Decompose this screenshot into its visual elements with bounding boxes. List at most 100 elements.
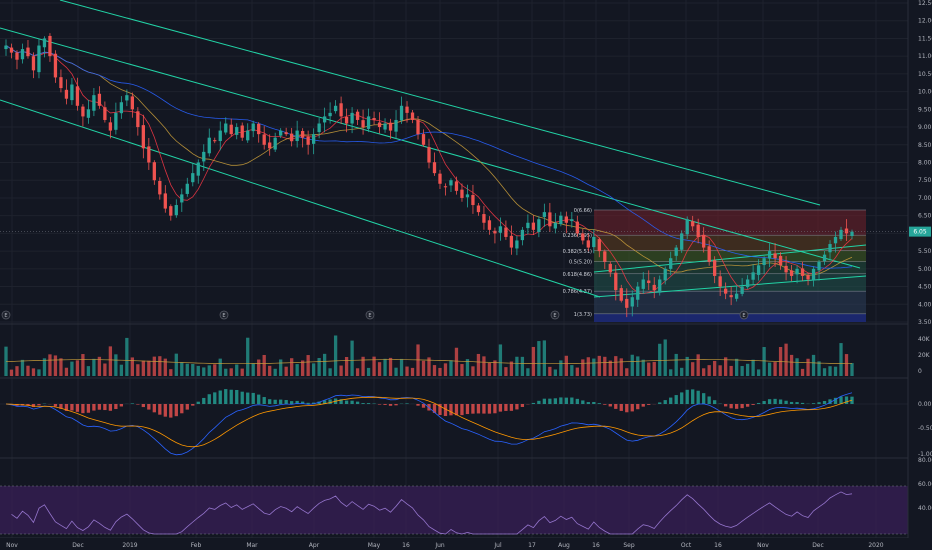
- macd-histogram-bar: [713, 400, 717, 404]
- macd-histogram-bar: [262, 397, 266, 404]
- macd-histogram-bar: [86, 404, 91, 413]
- volume-bar: [625, 368, 629, 376]
- volume-bar: [734, 358, 739, 376]
- candle-body: [636, 286, 640, 300]
- fib-zone: [594, 273, 866, 292]
- candle-body: [784, 265, 788, 273]
- macd-histogram-bar: [762, 401, 766, 404]
- candle-body: [460, 189, 464, 198]
- macd-axis: 0.00 -0.50 -1.00: [918, 401, 932, 458]
- volume-bar: [322, 353, 327, 376]
- macd-histogram-bar: [756, 402, 761, 404]
- macd-line: [5, 392, 853, 456]
- time-tick-label: Mar: [246, 542, 258, 549]
- candle-body: [756, 265, 761, 275]
- macd-histogram-bar: [185, 404, 189, 410]
- candle-body: [707, 246, 711, 262]
- price-tick-label: 3.50: [918, 319, 932, 326]
- macd-histogram-bar: [817, 402, 821, 404]
- macd-histogram-bar: [405, 403, 409, 404]
- macd-histogram-bar: [702, 393, 706, 404]
- volume-bar: [548, 366, 552, 376]
- candle-body: [564, 216, 568, 223]
- volume-tick-label: 20K: [918, 352, 931, 359]
- candle-body: [537, 219, 541, 233]
- candle-body: [262, 134, 266, 145]
- macd-histogram-bar: [542, 398, 547, 404]
- candle-body: [806, 275, 810, 280]
- time-tick-label: 2020: [868, 542, 883, 549]
- time-axis[interactable]: Nov Dec 2019 Feb Mar Apr May 16 Jun Jul 17 Aug 16 Sep…: [0, 538, 932, 550]
- candle-body: [295, 130, 299, 142]
- volume-bar: [597, 355, 601, 376]
- candle-body: [724, 288, 728, 294]
- candle-body: [493, 230, 497, 234]
- macd-histogram-bar: [213, 392, 217, 404]
- macd-histogram-bar: [586, 402, 590, 404]
- candle-body: [844, 228, 849, 234]
- volume-bar: [515, 356, 519, 376]
- candle-body: [273, 137, 277, 150]
- volume-bar: [663, 339, 667, 376]
- macd-histogram-bar: [322, 400, 327, 404]
- macd-histogram-bar: [432, 404, 437, 413]
- candle-body: [575, 221, 579, 234]
- macd-histogram-bar: [328, 399, 332, 404]
- candle-body: [597, 239, 601, 252]
- rsi-tick-label: 80.00: [918, 457, 932, 464]
- volume-bar: [630, 354, 634, 376]
- macd-histogram-bar: [564, 397, 568, 404]
- candle-body: [290, 133, 294, 142]
- candle-body: [147, 146, 151, 163]
- volume-bar: [493, 360, 497, 376]
- macd-histogram-bar: [284, 400, 288, 404]
- macd-histogram-bar: [438, 404, 442, 416]
- fib-zone: [594, 209, 866, 236]
- volume-bar: [196, 365, 200, 376]
- macd-histogram-bar: [130, 403, 134, 404]
- ma-mid-line: [5, 45, 853, 276]
- macd-histogram-bar: [795, 402, 799, 404]
- macd-histogram-bar: [81, 404, 85, 414]
- macd-histogram-bar: [257, 394, 261, 404]
- time-tick-label: Dec: [72, 542, 84, 549]
- price-tick-label: 6.50: [918, 213, 932, 220]
- candle-body: [37, 45, 41, 73]
- candle-body: [103, 107, 107, 120]
- volume-bar: [652, 361, 656, 376]
- macd-histogram-bar: [306, 402, 310, 404]
- candle-body: [108, 122, 113, 131]
- volume-bar: [284, 366, 288, 376]
- candle-body: [399, 105, 404, 121]
- earnings-marker-label: E: [222, 313, 225, 319]
- volume-bar: [180, 362, 184, 376]
- macd-histogram-bar: [158, 404, 162, 415]
- candle-body: [416, 120, 420, 135]
- candle-body: [647, 280, 651, 284]
- candle-body: [383, 123, 387, 130]
- volume-bar: [509, 361, 514, 376]
- volume-bar: [229, 368, 233, 376]
- candle-body: [833, 236, 838, 244]
- time-tick-label: Sep: [623, 542, 635, 549]
- macd-histogram-bar: [729, 404, 733, 409]
- macd-histogram-bar: [811, 403, 816, 404]
- price-tick-label: 7.50: [918, 177, 932, 184]
- macd-histogram-bar: [515, 404, 519, 410]
- price-tick-label: 12.50: [918, 0, 932, 7]
- candle-body: [421, 134, 426, 145]
- candle-body: [191, 173, 195, 183]
- volume-bar: [526, 368, 530, 376]
- volume-bar: [9, 369, 14, 376]
- candle-body: [306, 136, 310, 145]
- volume-bar: [740, 366, 744, 376]
- candle-body: [509, 235, 514, 248]
- macd-histogram-bar: [669, 397, 673, 404]
- earnings-marker-icon: [219, 310, 229, 320]
- price-axis[interactable]: 12.50 12.00 11.50 11.00 10.50 10.00 9.50 9.00 8.…: [907, 0, 932, 550]
- macd-histogram-bar: [355, 401, 360, 404]
- macd-histogram-bar: [53, 404, 58, 407]
- candle-body: [520, 229, 525, 241]
